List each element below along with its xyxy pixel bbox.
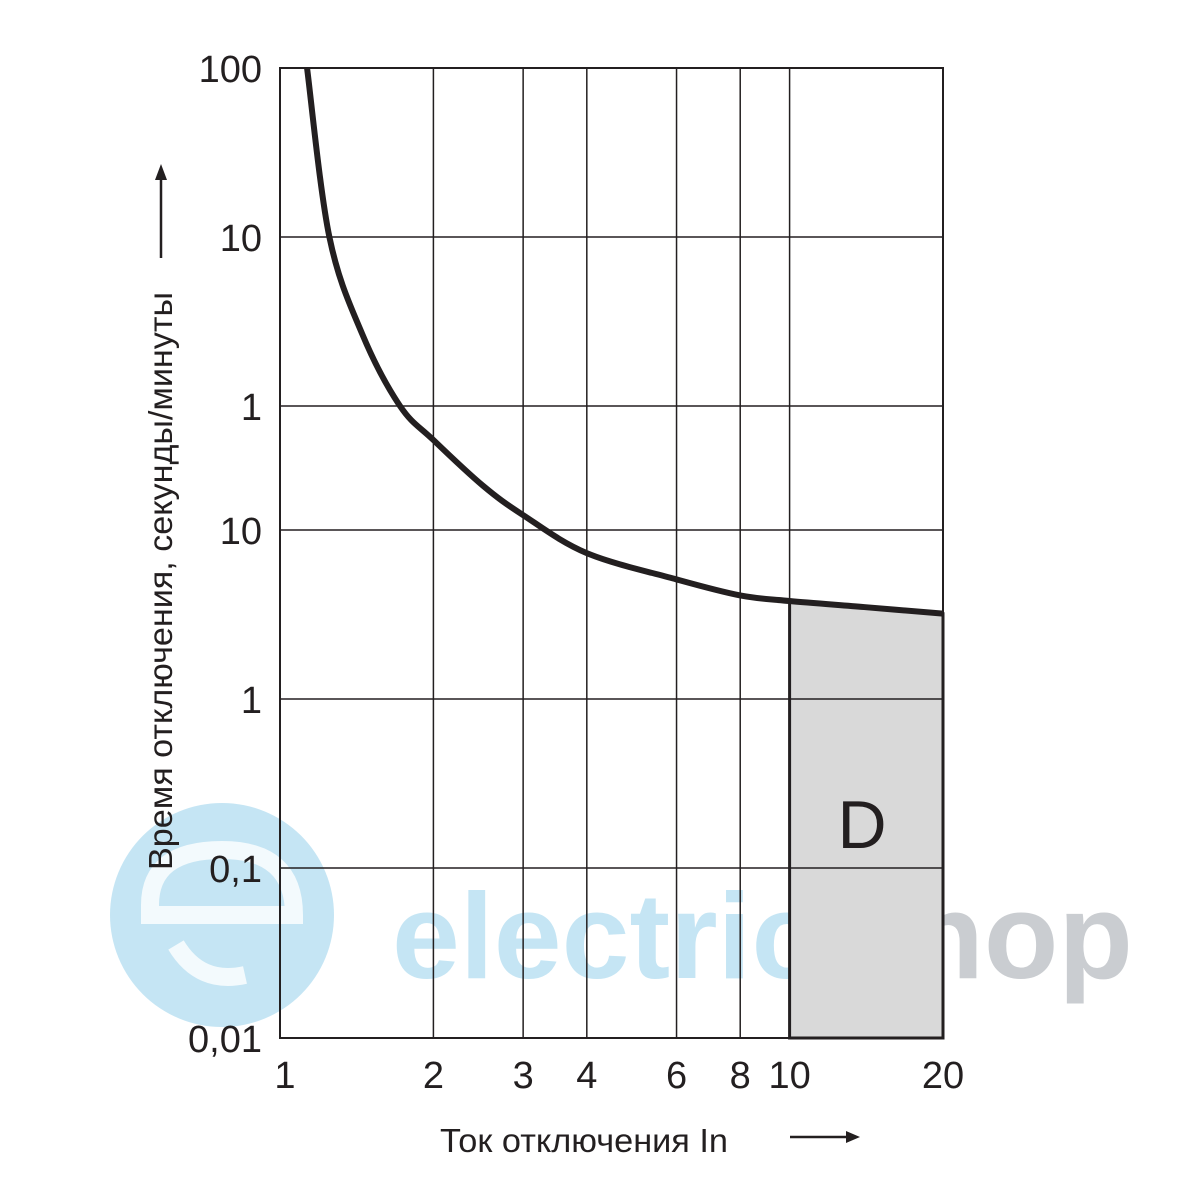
y-tick-label: 100 <box>199 49 262 91</box>
y-axis-label: Время отключения, секунды/минуты <box>142 292 179 870</box>
x-tick-labels: 1 2 3 4 6 8 10 20 <box>274 1055 964 1097</box>
y-tick-label: 0,1 <box>209 849 262 891</box>
x-axis-label: Ток отключения In <box>440 1122 728 1159</box>
plot-frame <box>279 67 944 1039</box>
y-tick-label: 1 <box>241 387 262 429</box>
y-tick-labels: 100 10 1 10 1 0,1 0,01 <box>188 49 262 1061</box>
x-tick-label: 6 <box>666 1055 687 1097</box>
x-tick-label: 20 <box>922 1055 964 1097</box>
x-tick-label: 4 <box>576 1055 597 1097</box>
x-tick-label: 10 <box>768 1055 810 1097</box>
x-tick-label: 8 <box>730 1055 751 1097</box>
x-tick-label: 2 <box>423 1055 444 1097</box>
y-tick-label: 10 <box>220 511 262 553</box>
x-tick-label: 1 <box>274 1055 295 1097</box>
x-axis-arrow-icon <box>790 1131 860 1143</box>
watermark-e-glyph <box>141 840 304 986</box>
region-d-label: D <box>837 787 886 863</box>
y-tick-label: 10 <box>220 218 262 260</box>
x-tick-label: 3 <box>513 1055 534 1097</box>
y-tick-label: 0,01 <box>188 1019 262 1061</box>
y-tick-label: 1 <box>241 680 262 722</box>
y-axis-arrow-icon <box>155 164 167 258</box>
trip-curve-line <box>304 67 944 617</box>
